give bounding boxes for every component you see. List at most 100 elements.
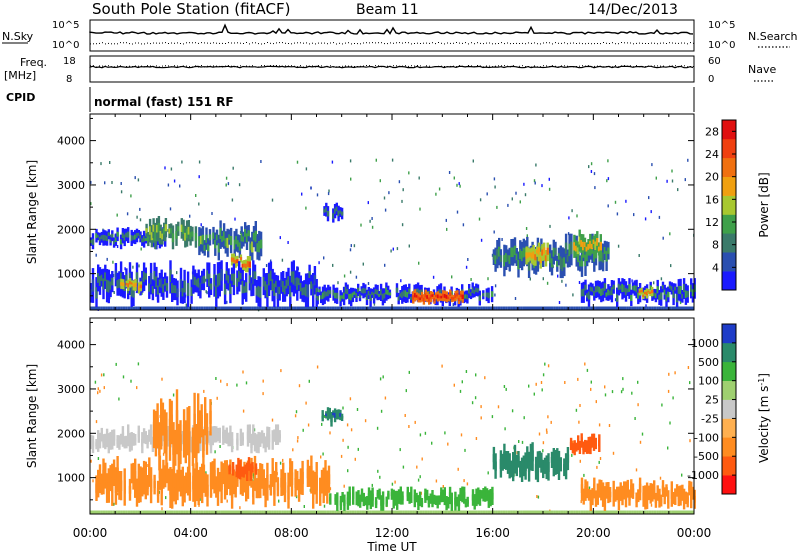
nsearch-dot: [489, 42, 490, 44]
power-ground-band: [470, 306, 473, 310]
nave-dot: [603, 66, 604, 68]
velocity-echo-core-6: [566, 454, 570, 463]
nsearch-dot: [303, 42, 304, 44]
velocity-echo-core-8: [580, 484, 584, 493]
nsearch-dot: [405, 42, 406, 44]
power-speckle: [479, 198, 482, 202]
velocity-speckle: [435, 479, 438, 483]
power-echo-core-11: [599, 241, 602, 251]
power-speckle: [501, 238, 503, 241]
nsearch-dot: [285, 42, 286, 44]
nave-dot: [132, 66, 133, 67]
velocity-echo-core-5: [352, 492, 355, 499]
nsearch-dot: [258, 43, 259, 45]
velocity-ground-band: [663, 510, 667, 514]
velocity-speckle: [236, 383, 238, 387]
velocity-ground-band: [241, 510, 244, 514]
power-echo-core-9: [559, 256, 562, 269]
nave-dot: [282, 65, 283, 67]
nave-dot: [291, 65, 292, 67]
velocity-echo-core-5: [415, 495, 418, 500]
velocity-echo-core-1: [216, 480, 220, 494]
velocity-ground-band: [105, 510, 108, 514]
nave-dot: [159, 66, 160, 68]
nsearch-dot: [357, 43, 358, 45]
velocity-ground-band: [376, 510, 380, 514]
velocity-echo-core-1: [308, 472, 311, 481]
nave-dot: [318, 65, 319, 67]
velocity-ground-band: [316, 510, 320, 514]
nave-dot: [435, 66, 436, 68]
velocity-echo-core-5: [473, 499, 476, 505]
power-echo-core-0: [112, 240, 116, 245]
nsearch-dot: [621, 42, 622, 43]
nave-dot: [663, 65, 664, 67]
power-echo-core-6: [127, 283, 130, 288]
nsearch-dot: [315, 43, 316, 45]
nsearch-dot: [642, 42, 643, 44]
nsearch-dot: [657, 43, 658, 45]
power-ground-band: [220, 306, 224, 310]
velocity-echo-core-0: [118, 439, 121, 446]
power-speckle: [607, 204, 609, 208]
power-echo-core-9: [510, 247, 513, 258]
velocity-speckle: [323, 504, 326, 508]
power-echo-core-2: [205, 234, 208, 243]
power-ground-band: [137, 306, 141, 310]
velocity-echo-core-1: [283, 482, 287, 493]
velocity-ground-band: [261, 510, 264, 514]
velocity-echo-core-5: [371, 493, 374, 501]
velocity-echo-core-8: [691, 490, 695, 496]
power-ground-band: [535, 306, 538, 310]
velocity-echo-core-8: [649, 489, 652, 498]
velocity-echo-core-2: [205, 426, 209, 442]
freq-tick-top: 18: [63, 56, 76, 67]
velocity-ground-band: [152, 510, 156, 514]
power-echo-core-7: [388, 292, 392, 296]
power-ground-band: [651, 306, 654, 310]
power-speckle: [666, 179, 668, 183]
velocity-echo-core-8: [651, 489, 654, 496]
power-echo-core-2: [222, 231, 226, 241]
power-ground-band: [402, 306, 405, 310]
velocity-speckle: [545, 428, 548, 432]
power-speckle: [451, 275, 453, 279]
nave-dot: [588, 65, 589, 67]
power-echo-core-1: [145, 228, 148, 234]
power-speckle: [323, 256, 325, 260]
nsearch-dot: [270, 42, 271, 44]
power-echo-core-5: [90, 289, 93, 297]
velocity-echo-core-1: [273, 482, 276, 495]
nsearch-dot: [528, 42, 529, 44]
nsearch-dot: [633, 43, 634, 45]
velocity-ground-band: [236, 510, 239, 514]
power-ground-band: [283, 306, 287, 310]
power-ground-band: [646, 306, 649, 310]
nsearch-dot: [153, 42, 154, 44]
velocity-ground-band: [462, 510, 466, 514]
power-echo-core-10: [546, 247, 549, 255]
power-ground-band: [507, 306, 511, 310]
velocity-ground-band: [626, 510, 629, 514]
velocity-echo-core-5: [445, 500, 448, 506]
nsearch-dot: [306, 42, 307, 44]
power-echo-core-8: [443, 294, 447, 298]
velocity-speckle: [117, 492, 119, 496]
velocity-echo-core-6: [550, 457, 554, 463]
nave-dot: [192, 66, 193, 68]
velocity-ground-band: [293, 510, 297, 514]
power-speckle: [139, 207, 141, 211]
velocity-echo-core-5: [434, 498, 438, 502]
power-echo-core-9: [496, 249, 499, 260]
velocity-speckle: [97, 391, 99, 395]
velocity-echo-core-5: [489, 494, 492, 501]
power-ground-band: [593, 306, 596, 310]
power-ground-band: [472, 306, 476, 310]
nsearch-dot: [423, 42, 424, 44]
power-ground-band: [543, 306, 546, 310]
nave-dot: [336, 66, 337, 68]
power-echo-core-7: [334, 292, 337, 299]
velocity-echo-core-5: [484, 491, 487, 497]
nsearch-dot: [141, 43, 142, 45]
